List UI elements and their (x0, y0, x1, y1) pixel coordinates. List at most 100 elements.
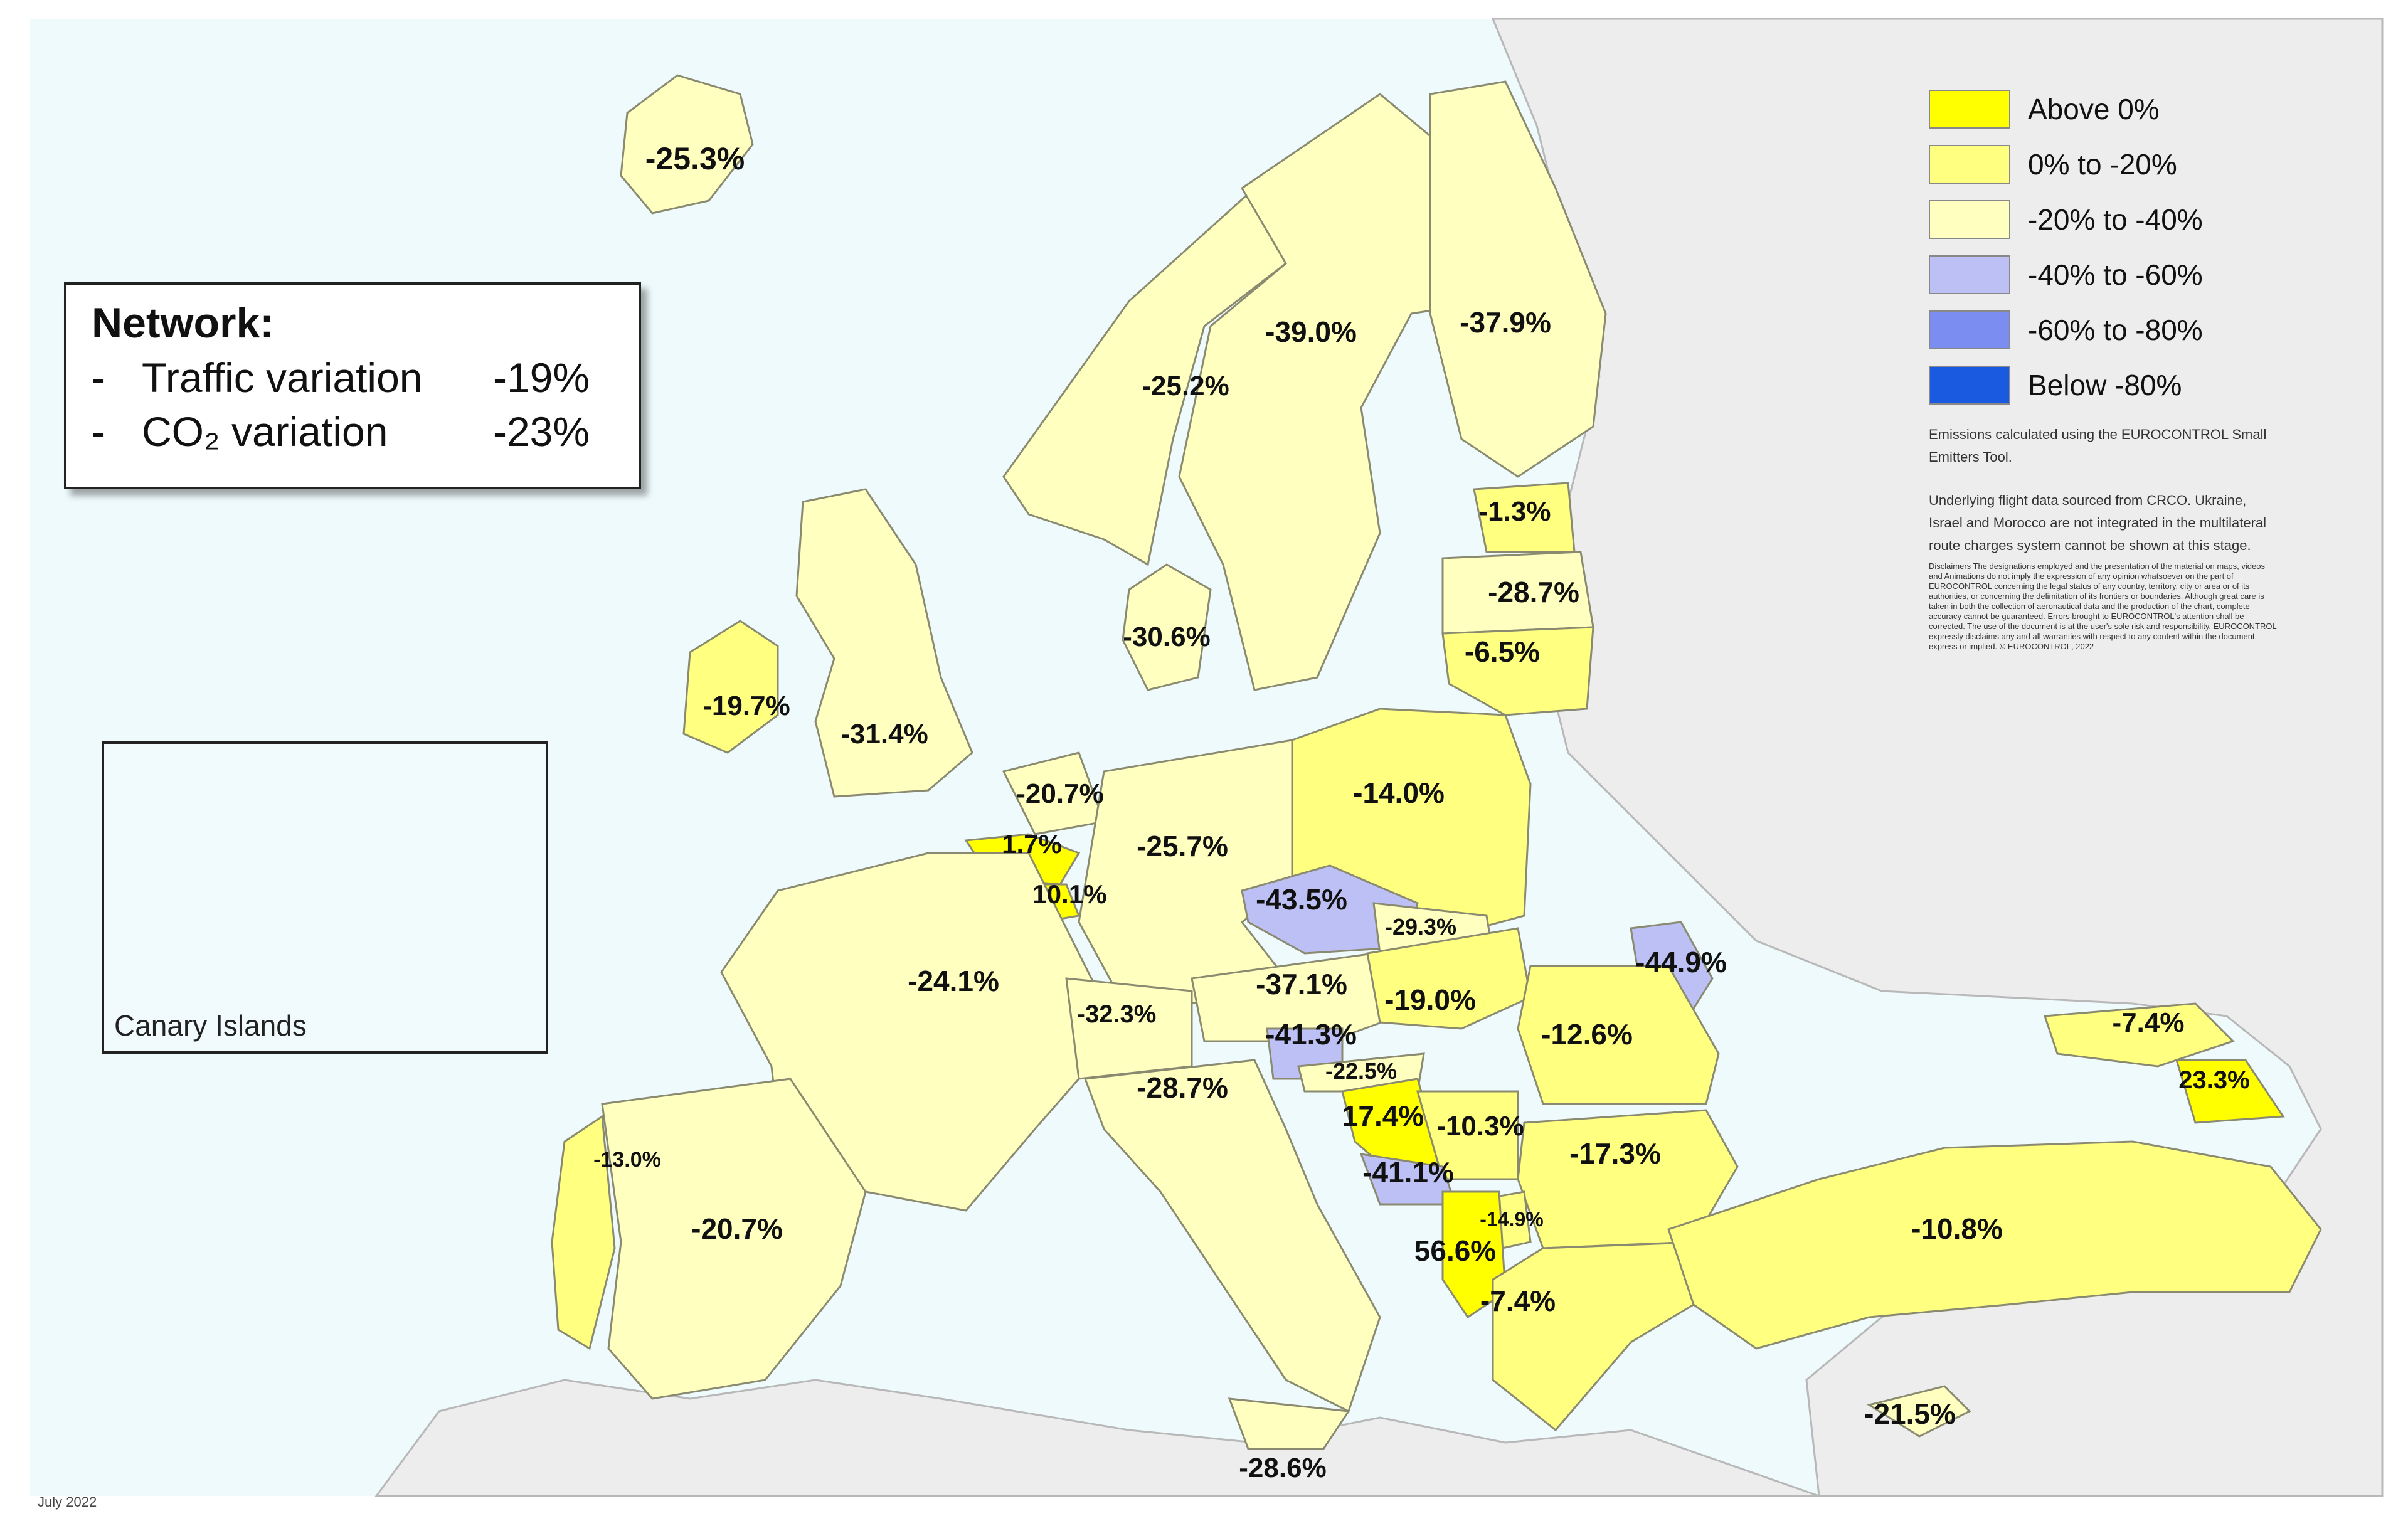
network-row-co2: - CO₂ variation -23% (92, 408, 613, 455)
region-value-label: 1.7% (1002, 829, 1062, 859)
canary-islands-inset: Canary Islands (102, 741, 548, 1054)
region-value-label: 56.6% (1414, 1234, 1496, 1267)
region-area (1228, 1397, 1350, 1450)
region-area (1441, 1190, 1507, 1319)
legend-label: Above 0% (2028, 93, 2160, 125)
legend-label: 0% to -20% (2028, 148, 2177, 181)
legend-swatch (1929, 255, 2010, 294)
network-title: Network: (92, 299, 274, 347)
region-value-label: -43.5% (1256, 883, 1347, 916)
region-area (1002, 186, 1287, 566)
region-labels: -25.3% -19.7% -31.4% -30.6% -25.2% -39.0% -37.… (221, 141, 2250, 1483)
grey-land-africa (374, 1379, 1820, 1497)
region-value-label: -10.3% (1436, 1111, 1524, 1142)
region-value-label: -41.1% (1362, 1156, 1454, 1189)
region-area (1492, 1241, 1707, 1432)
region-area (601, 1078, 867, 1400)
network-row-value: -19% (493, 354, 590, 401)
region-value-label: -39.0% (1265, 315, 1357, 348)
region-value-label: 10.1% (1032, 879, 1106, 909)
region-value-label: -1.3% (1479, 496, 1551, 527)
legend-label: Below -80% (2028, 369, 2182, 401)
region-area (2043, 1002, 2235, 1068)
region-value-label: -20.7% (1016, 778, 1103, 809)
region-value-label: -25.3% (645, 141, 745, 176)
region-shapes (211, 74, 2322, 1450)
legend-item: -40% to -60% (1929, 247, 2280, 302)
legend-item: -20% to -40% (1929, 192, 2280, 247)
region-area (551, 1115, 616, 1350)
network-row-value: -23% (493, 408, 590, 455)
region-value-label: -28.7% (1488, 576, 1579, 608)
region-value-label: -44.9% (1635, 946, 1727, 978)
region-value-label: -25.7% (1137, 830, 1228, 862)
network-summary-box: Network: - Traffic variation -19% - CO₂ … (64, 282, 641, 489)
region-area (1441, 626, 1594, 716)
legend-swatch (1929, 90, 2010, 129)
region-area (682, 620, 779, 754)
region-value-label: -25.2% (1142, 371, 1229, 401)
region-value-label: -37.9% (1460, 306, 1551, 339)
region-area (1429, 80, 1607, 478)
region-value-label: -19.7% (703, 691, 790, 721)
legend-item: Above 0% (1929, 82, 2280, 137)
region-value-label: -7.4% (1480, 1285, 1556, 1317)
network-row-dash: - (92, 354, 105, 401)
region-value-label: -30.6% (1123, 622, 1210, 652)
map-date: July 2022 (38, 1494, 97, 1510)
legend-label: -20% to -40% (2028, 203, 2203, 236)
legend-swatch (1929, 310, 2010, 349)
region-value-label: -37.1% (1256, 968, 1347, 1000)
network-row-label: CO₂ variation (142, 408, 388, 455)
region-value-label: -20.7% (691, 1212, 783, 1245)
region-value-label: -29.3% (1385, 914, 1456, 940)
region-value-label: -14.9% (1480, 1208, 1543, 1231)
region-area (1122, 563, 1212, 691)
legend-swatch (1929, 200, 2010, 239)
region-value-label: -31.4% (841, 719, 928, 750)
legend-label: -60% to -80% (2028, 314, 2203, 346)
region-area (795, 488, 973, 798)
legend-swatch (1929, 366, 2010, 405)
legend-item: Below -80% (1929, 358, 2280, 413)
region-value-label: -10.8% (1911, 1212, 2003, 1245)
legend-label: -40% to -60% (2028, 258, 2203, 291)
region-value-label: -19.0% (1384, 983, 1476, 1016)
region-value-label: 23.3% (2178, 1066, 2249, 1094)
network-row-traffic: - Traffic variation -19% (92, 354, 613, 401)
region-value-label: -41.3% (1265, 1018, 1357, 1051)
emissions-note: Emissions calculated using the EUROCONTR… (1929, 427, 2267, 465)
legend-item: -60% to -80% (1929, 302, 2280, 358)
region-value-label: -32.3% (1077, 1000, 1157, 1028)
region-value-label: -22.5% (1325, 1058, 1397, 1084)
canary-islands-label: Canary Islands (114, 1009, 307, 1042)
region-value-label: 17.4% (1342, 1100, 1424, 1132)
region-value-label: -21.5% (1864, 1397, 1956, 1430)
region-area (1867, 1385, 1971, 1438)
network-row-label: Traffic variation (142, 354, 423, 401)
region-value-label: -7.4% (2113, 1007, 2185, 1038)
disclaimer-note: Disclaimers The designations employed an… (1929, 561, 2277, 651)
region-area (620, 74, 754, 215)
data-source-note: Underlying flight data sourced from CRCO… (1929, 492, 2267, 553)
region-area (1667, 1140, 2322, 1350)
region-area (1366, 927, 1532, 1030)
region-area (1517, 965, 1720, 1105)
region-value-label: -14.0% (1353, 777, 1445, 809)
region-value-label: -28.7% (1137, 1071, 1228, 1104)
region-value-label: -17.3% (1569, 1137, 1661, 1170)
legend-item: 0% to -20% (1929, 137, 2280, 192)
region-value-label: -28.6% (1239, 1453, 1326, 1483)
region-value-label: -13.0% (593, 1148, 661, 1172)
region-area (1065, 977, 1193, 1080)
region-area (1191, 952, 1400, 1042)
region-value-label: -24.1% (908, 965, 999, 997)
region-value-label: -6.5% (1465, 635, 1540, 668)
region-value-label: -12.6% (1541, 1018, 1633, 1051)
legend: Above 0% 0% to -20% -20% to -40% -40% to -6… (1929, 82, 2280, 413)
region-area (1078, 739, 1293, 1005)
region-area (2175, 1059, 2285, 1124)
network-row-dash: - (92, 408, 105, 455)
legend-swatch (1929, 145, 2010, 184)
